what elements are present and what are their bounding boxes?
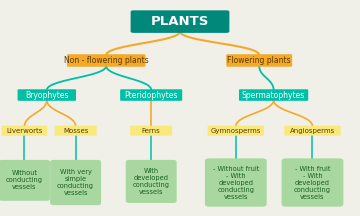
Text: Ferns: Ferns (142, 128, 161, 134)
FancyBboxPatch shape (67, 54, 145, 67)
FancyBboxPatch shape (226, 54, 292, 67)
Text: Liverworts: Liverworts (6, 128, 43, 134)
FancyBboxPatch shape (2, 126, 47, 136)
Text: Non - flowering plants: Non - flowering plants (64, 56, 149, 65)
Text: PLANTS: PLANTS (151, 15, 209, 28)
FancyBboxPatch shape (130, 126, 172, 136)
Text: Flowering plants: Flowering plants (228, 56, 291, 65)
Text: Gymnosperms: Gymnosperms (211, 128, 261, 134)
Text: Spermatophytes: Spermatophytes (242, 91, 305, 100)
FancyBboxPatch shape (131, 10, 229, 33)
FancyBboxPatch shape (0, 160, 50, 201)
FancyBboxPatch shape (120, 89, 182, 101)
Text: - Without fruit
- With
developed
conducting
vessels: - Without fruit - With developed conduct… (213, 165, 259, 200)
Text: With very
simple
conducting
vessels: With very simple conducting vessels (57, 169, 94, 196)
Text: With
developed
conducting
vessels: With developed conducting vessels (133, 168, 170, 195)
Text: Angiosperms: Angiosperms (290, 128, 335, 134)
FancyBboxPatch shape (55, 126, 96, 136)
FancyBboxPatch shape (239, 89, 308, 101)
Text: Bryophytes: Bryophytes (25, 91, 68, 100)
Text: - With fruit
- With
developed
conducting
vessels: - With fruit - With developed conducting… (294, 165, 331, 200)
FancyBboxPatch shape (284, 126, 341, 136)
FancyBboxPatch shape (50, 160, 101, 205)
Text: Mosses: Mosses (63, 128, 88, 134)
FancyBboxPatch shape (282, 158, 343, 207)
FancyBboxPatch shape (205, 158, 267, 207)
FancyBboxPatch shape (18, 89, 76, 101)
FancyBboxPatch shape (208, 126, 264, 136)
Text: Without
conducting
vessels: Without conducting vessels (6, 170, 43, 190)
Text: Pteridophytes: Pteridophytes (125, 91, 178, 100)
FancyBboxPatch shape (126, 160, 177, 203)
